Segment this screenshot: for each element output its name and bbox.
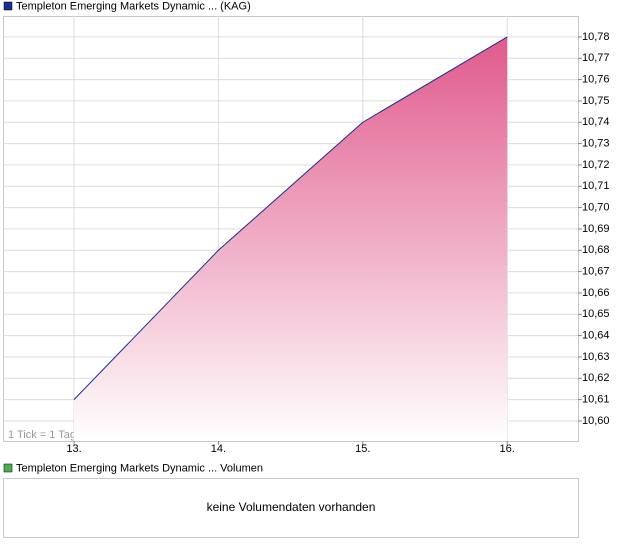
x-tick-label: 15. bbox=[355, 443, 370, 455]
y-tick-label: 10,78 bbox=[582, 31, 610, 43]
x-tick-label: 14. bbox=[211, 443, 226, 455]
y-tick-label: 10,68 bbox=[582, 244, 610, 256]
y-tick-label: 10,70 bbox=[582, 201, 610, 213]
y-tick-label: 10,73 bbox=[582, 137, 610, 149]
y-tick-label: 10,75 bbox=[582, 95, 610, 107]
y-tick-label: 10,71 bbox=[582, 180, 610, 192]
y-tick-label: 10,63 bbox=[582, 351, 610, 363]
area bbox=[74, 36, 508, 442]
y-tick-label: 10,72 bbox=[582, 159, 610, 171]
x-tick-label: 13. bbox=[66, 443, 81, 455]
y-tick-label: 10,69 bbox=[582, 223, 610, 235]
y-tick-label: 10,65 bbox=[582, 308, 610, 320]
volume-message: keine Volumendaten vorhanden bbox=[207, 500, 376, 514]
y-tick-label: 10,61 bbox=[582, 394, 610, 406]
y-tick-label: 10,67 bbox=[582, 266, 610, 278]
volume-frame bbox=[3, 478, 579, 538]
legend-label: Templeton Emerging Markets Dynamic ... (… bbox=[16, 0, 251, 12]
y-tick-label: 10,74 bbox=[582, 116, 610, 128]
x-tick-label: 16. bbox=[500, 443, 515, 455]
y-tick-label: 10,64 bbox=[582, 330, 610, 342]
y-tick-label: 10,66 bbox=[582, 287, 610, 299]
legend-label: Templeton Emerging Markets Dynamic ... V… bbox=[16, 462, 263, 474]
y-tick-label: 10,62 bbox=[582, 372, 610, 384]
legend-swatch bbox=[3, 1, 13, 11]
legend-swatch bbox=[3, 463, 13, 473]
note: 1 Tick = 1 Tag bbox=[8, 429, 76, 441]
y-tick-label: 10,77 bbox=[582, 52, 610, 64]
y-tick-label: 10,60 bbox=[582, 415, 610, 427]
line bbox=[73, 36, 508, 400]
y-tick-label: 10,76 bbox=[582, 73, 610, 85]
